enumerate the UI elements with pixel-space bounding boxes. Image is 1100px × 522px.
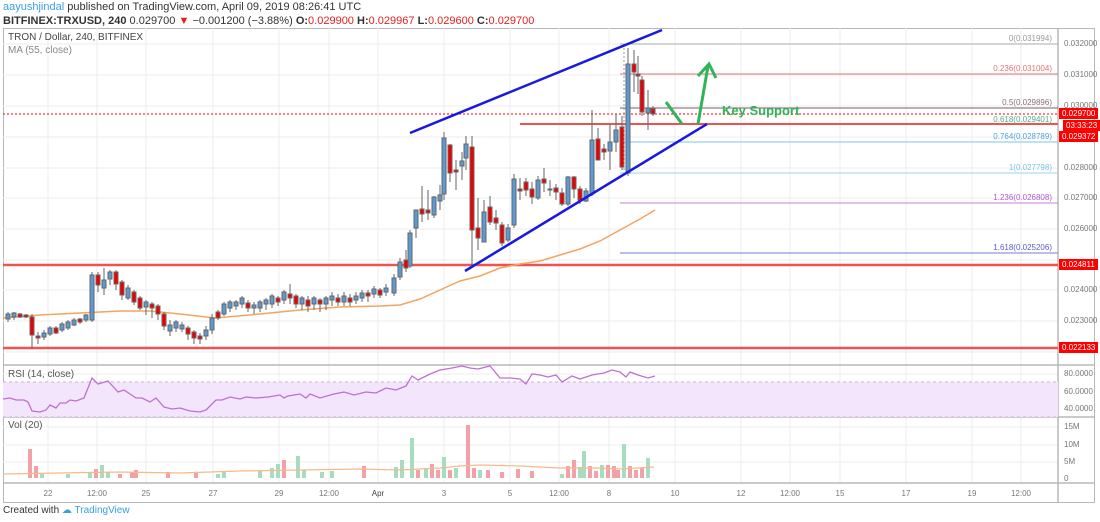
price-tick: 0.023000 (1064, 316, 1098, 325)
fib-label-05: 0.5(0.029896) (1002, 98, 1052, 107)
fib-label-0764: 0.764(0.028789) (993, 132, 1052, 141)
time-tick: 25 (141, 489, 151, 498)
channel-lines[interactable] (409, 28, 708, 273)
time-tick: 17 (901, 489, 911, 498)
fib-label-1236: 1.236(0.026808) (993, 193, 1052, 202)
symbol-label: BITFINEX:TRXUSD, 240 (3, 15, 127, 27)
price-change: −0.001200 (−3.88%) (192, 15, 293, 27)
support-tag-1: 0.024811 (1059, 259, 1098, 270)
rsi-tick: 40.0000 (1064, 404, 1093, 413)
volume-ma-line (2, 464, 655, 475)
price-tick: 0.024000 (1064, 285, 1098, 294)
publish-info: aayushjindal published on TradingView.co… (3, 1, 362, 13)
rsi-band (3, 382, 1058, 417)
vol-tick: 10M (1064, 440, 1080, 449)
time-tick: 12:00 (318, 489, 340, 498)
author-link[interactable]: aayushjindal (3, 1, 65, 13)
candles (5, 44, 656, 349)
arrow-annotation[interactable] (664, 61, 718, 125)
time-tick: 19 (967, 489, 977, 498)
rsi-tick: 60.0000 (1064, 387, 1093, 396)
time-tick: 12:00 (86, 489, 108, 498)
last-price: 0.029700 (129, 15, 176, 27)
price-tick: 0.026000 (1064, 224, 1098, 233)
rsi-line (2, 365, 656, 413)
fib-label-0618: 0.618(0.029401) (993, 115, 1052, 124)
chart-title: TRON / Dollar, 240, BITFINEX (8, 32, 144, 43)
countdown-tag: 03:33:23 (1063, 120, 1100, 131)
time-tick: 15 (835, 489, 845, 498)
time-tick: 12:00 (779, 489, 801, 498)
fib-label-0236: 0.236(0.031004) (993, 64, 1052, 73)
rsi-legend[interactable]: RSI (14, close) (8, 369, 75, 380)
fib-label-1618: 1.618(0.025206) (993, 243, 1052, 252)
fib-label-0: 0(0.031994) (1008, 34, 1052, 43)
time-tick: 10 (670, 489, 680, 498)
vol-legend[interactable]: Vol (20) (8, 420, 43, 431)
time-tick: 12:00 (1010, 489, 1032, 498)
time-tick: 12 (736, 489, 746, 498)
rsi-tick: 80.0000 (1064, 369, 1093, 378)
vol-tick: 15M (1064, 422, 1080, 431)
symbol-info: BITFINEX:TRXUSD, 240 0.029700 ▼ −0.00120… (3, 15, 535, 27)
key-support-label: Key Support (722, 103, 800, 118)
time-tick: 3 (441, 489, 447, 498)
fib-label-1: 1(0.027798) (1008, 163, 1052, 172)
tradingview-link[interactable]: TradingView (74, 505, 130, 516)
ma-line (2, 209, 656, 319)
price-tick: 0.027000 (1064, 193, 1098, 202)
ma-legend[interactable]: MA (55, close) (8, 45, 72, 56)
tradingview-logo-icon: ☁ (61, 505, 72, 516)
last-price-tag: 0.029700 (1059, 108, 1099, 119)
footer: Created with ☁ TradingView (3, 505, 130, 516)
price-tick: 0.032000 (1064, 39, 1098, 48)
time-tick: 27 (208, 489, 218, 498)
volume-bars (28, 425, 650, 478)
vol-tick: 5M (1064, 457, 1076, 466)
time-tick: Apr (371, 489, 385, 498)
key-support-tag: 0.029372 (1059, 131, 1099, 142)
down-arrow-icon: ▼ (178, 15, 190, 27)
price-tick: 0.031000 (1064, 70, 1098, 79)
time-tick: 29 (274, 489, 284, 498)
support-tag-2: 0.022133 (1059, 342, 1099, 353)
time-tick: 8 (606, 489, 612, 498)
time-tick: 5 (507, 489, 513, 498)
time-tick: 22 (43, 489, 53, 498)
price-tick: 0.030000 (1064, 101, 1098, 110)
vol-tick: 0 (1064, 474, 1069, 483)
time-tick: 12:00 (548, 489, 570, 498)
fib-lines (620, 43, 1058, 254)
price-tick: 0.028000 (1064, 163, 1098, 172)
